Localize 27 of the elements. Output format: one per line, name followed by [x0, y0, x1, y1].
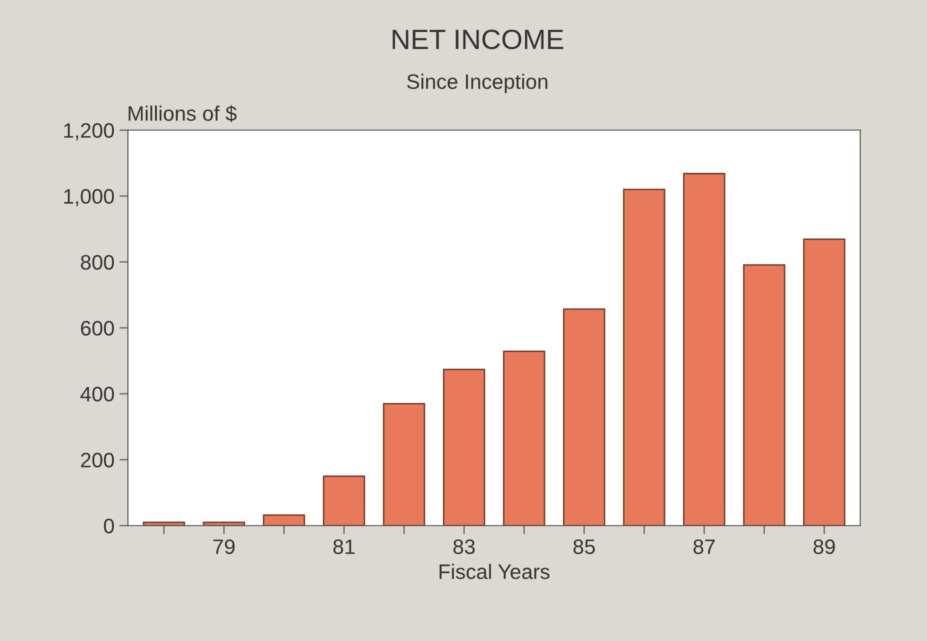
bar [743, 264, 786, 526]
y-tick-label: 600 [81, 320, 114, 336]
x-tick-label: 79 [213, 539, 235, 554]
x-tick-label: 87 [694, 539, 715, 554]
chart-title: NET INCOME [392, 30, 564, 50]
x-tick-label: 83 [453, 539, 475, 554]
y-tick-label: 0 [104, 518, 114, 534]
bar [503, 350, 546, 526]
y-tick-label: 200 [81, 452, 114, 468]
bar [563, 308, 606, 526]
bar [322, 475, 366, 526]
y-axis-title: Millions of $ [128, 105, 237, 122]
x-tick-label: 81 [333, 539, 355, 554]
x-tick-label: 89 [814, 539, 835, 554]
y-tick-label: 400 [80, 386, 114, 402]
x-tick-label: 85 [573, 539, 595, 554]
x-axis-title: Fiscal Years [440, 564, 550, 580]
bar [382, 402, 426, 526]
y-tick-label: 1,000 [64, 189, 114, 206]
bar [683, 172, 726, 526]
bar [442, 368, 486, 526]
bar [623, 188, 666, 526]
chart-subtitle: Since Inception [407, 74, 548, 94]
y-tick-label: 1,200 [64, 123, 114, 140]
bar [803, 238, 846, 526]
bar [262, 514, 306, 526]
y-tick-label: 800 [80, 254, 114, 270]
